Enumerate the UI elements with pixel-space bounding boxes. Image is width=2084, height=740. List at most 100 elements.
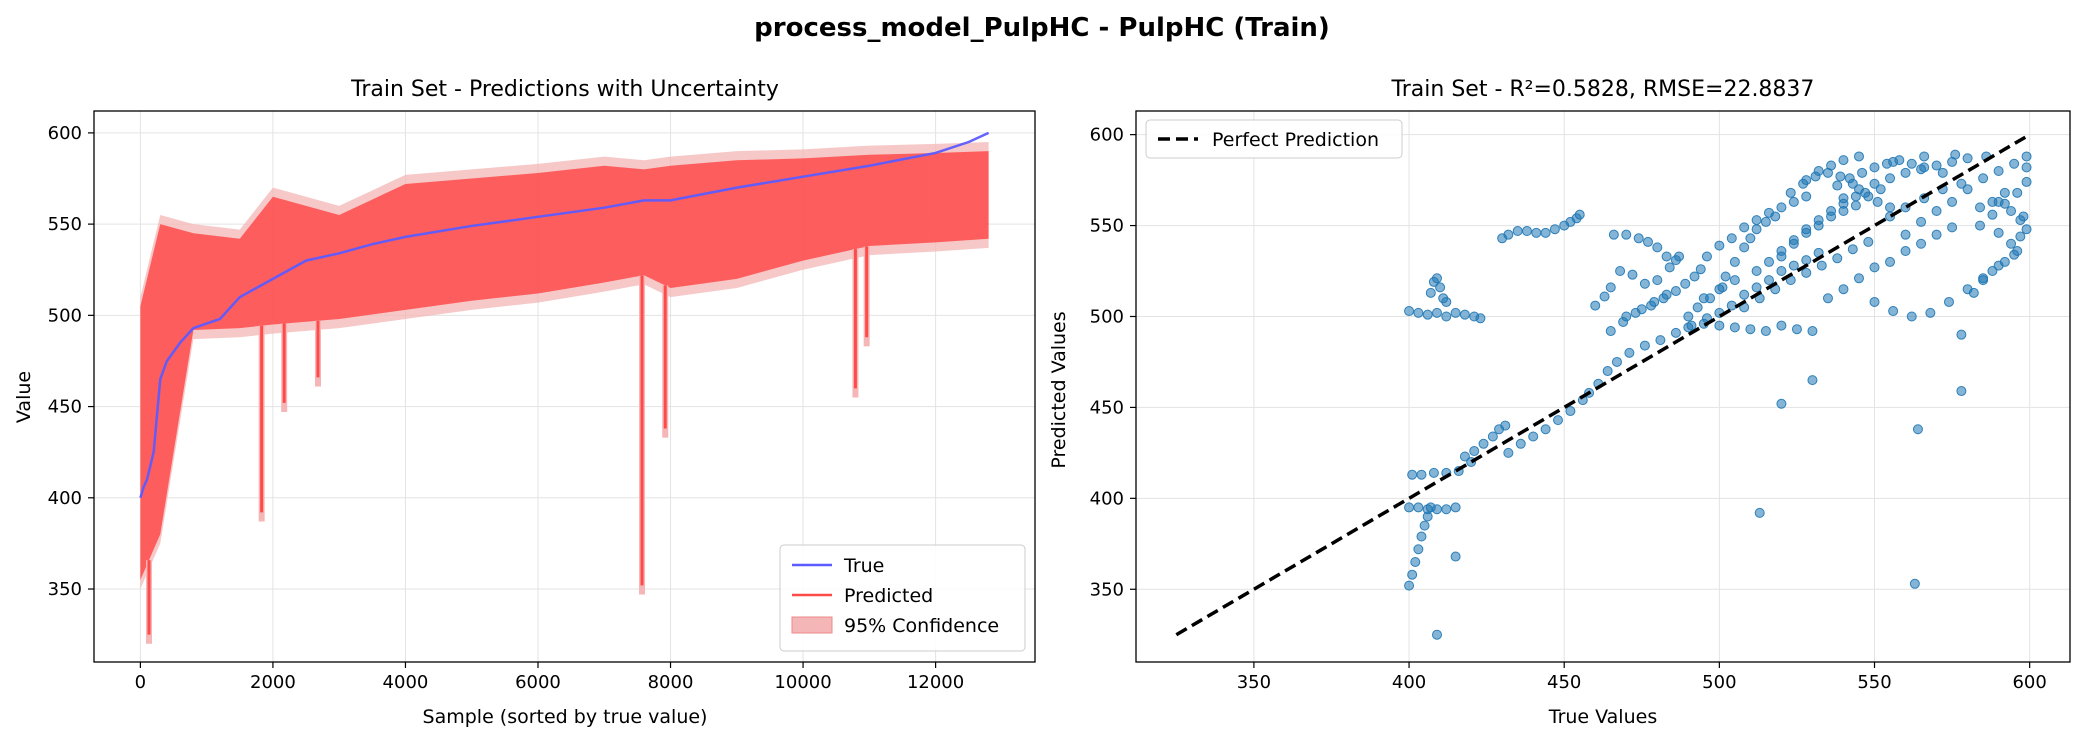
left-y-axis-label: Value: [13, 371, 35, 423]
scatter-point: [1729, 275, 1740, 286]
scatter-point: [2009, 158, 2020, 169]
scatter-point: [1999, 256, 2010, 267]
scatter-point: [1925, 307, 1936, 318]
scatter-point: [1441, 296, 1452, 307]
right-legend: Perfect Prediction: [1145, 119, 1403, 159]
scatter-point: [2012, 246, 2023, 257]
scatter-point: [2021, 224, 2032, 235]
scatter-point: [1869, 262, 1880, 273]
scatter-point: [1850, 200, 1861, 211]
scatter-point: [1962, 153, 1973, 164]
right-y-axis-label: Predicted Values: [1048, 311, 1070, 468]
scatter-point: [1413, 502, 1424, 513]
scatter-point: [1521, 226, 1532, 237]
scatter-point: [1832, 180, 1843, 191]
scatter-point: [1404, 306, 1415, 317]
scatter-point: [1885, 173, 1896, 184]
scatter-point: [1658, 293, 1669, 304]
scatter-point: [1487, 431, 1498, 442]
scatter-point: [1906, 311, 1917, 322]
scatter-point: [1857, 167, 1868, 178]
scatter-point: [1652, 275, 1663, 286]
right-y-tick-label: 400: [1090, 488, 1124, 509]
scatter-point: [1413, 307, 1424, 318]
left-x-tick-label: 8000: [648, 672, 694, 693]
left-x-tick-label: 0: [135, 672, 146, 693]
left-x-tick-label: 12000: [907, 672, 964, 693]
scatter-point: [1549, 224, 1560, 235]
scatter-point: [1807, 326, 1818, 337]
scatter-point: [1764, 256, 1775, 267]
left-y-tick-label: 450: [48, 397, 82, 418]
scatter-point: [1776, 266, 1787, 277]
scatter-point: [1431, 504, 1442, 515]
left-x-tick-label: 6000: [515, 672, 561, 693]
scatter-point: [1441, 504, 1452, 515]
scatter-point: [1950, 149, 1961, 160]
scatter-point: [1900, 229, 1911, 240]
scatter-point: [1655, 335, 1666, 346]
scatter-point: [1515, 438, 1526, 449]
right-axes-frame: [1135, 110, 2071, 663]
right-x-tick-label: 600: [2012, 672, 2046, 693]
scatter-point: [1627, 269, 1638, 280]
scatter-point: [1776, 202, 1787, 213]
scatter-point: [1413, 544, 1424, 555]
scatter-point: [1919, 151, 1930, 162]
scatter-point: [1441, 311, 1452, 322]
scatter-point: [1410, 556, 1421, 567]
scatter-point: [1739, 289, 1750, 300]
scatter-point: [1835, 171, 1846, 182]
scatter-point: [1425, 287, 1436, 298]
scatter-point: [1826, 206, 1837, 217]
scatter-point: [1459, 451, 1470, 462]
scatter-point: [1705, 293, 1716, 304]
scatter-point: [1751, 215, 1762, 226]
scatter-point: [1978, 275, 1989, 286]
scatter-point: [1919, 162, 1930, 173]
scatter-point: [1646, 300, 1657, 311]
scatter-point: [1962, 184, 1973, 195]
scatter-point: [1760, 216, 1771, 227]
scatter-point: [1695, 264, 1706, 275]
left-y-tick-label: 350: [48, 579, 82, 600]
scatter-point: [1407, 469, 1418, 480]
scatter-point: [1680, 278, 1691, 289]
scatter-point: [1943, 296, 1954, 307]
left-legend-label: 95% Confidence: [844, 615, 999, 637]
scatter-point: [1642, 236, 1653, 247]
scatter-point: [2012, 187, 2023, 198]
scatter-point: [1739, 242, 1750, 253]
scatter-point: [1993, 196, 2004, 207]
legend-confidence-swatch: [791, 616, 833, 634]
scatter-point: [1993, 227, 2004, 238]
scatter-point: [1745, 233, 1756, 244]
scatter-point: [1947, 222, 1958, 233]
scatter-point: [1822, 167, 1833, 178]
scatter-point: [1503, 447, 1514, 458]
left-x-tick-label: 4000: [383, 672, 429, 693]
scatter-point: [1872, 196, 1883, 207]
scatter-point: [1602, 366, 1613, 377]
scatter-point: [1791, 324, 1802, 335]
scatter-point: [1894, 155, 1905, 166]
scatter-point: [2015, 215, 2026, 226]
scatter-point: [1801, 191, 1812, 202]
scatter-point: [1888, 306, 1899, 317]
scatter-point: [1431, 629, 1442, 640]
scatter-point: [1909, 578, 1920, 589]
scatter-point: [1869, 162, 1880, 173]
left-axes-frame: [93, 110, 1036, 663]
scatter-point: [1416, 531, 1427, 542]
right-x-axis-label: True Values: [1548, 706, 1657, 728]
left-y-tick-label: 500: [48, 305, 82, 326]
scatter-point: [1540, 227, 1551, 238]
scatter-point: [1764, 275, 1775, 286]
scatter-point: [1683, 322, 1694, 333]
scatter-point: [1931, 160, 1942, 171]
scatter-point: [1574, 209, 1585, 220]
scatter-point: [1500, 420, 1511, 431]
scatter-point: [1674, 251, 1685, 262]
scatter-point: [1422, 309, 1433, 320]
